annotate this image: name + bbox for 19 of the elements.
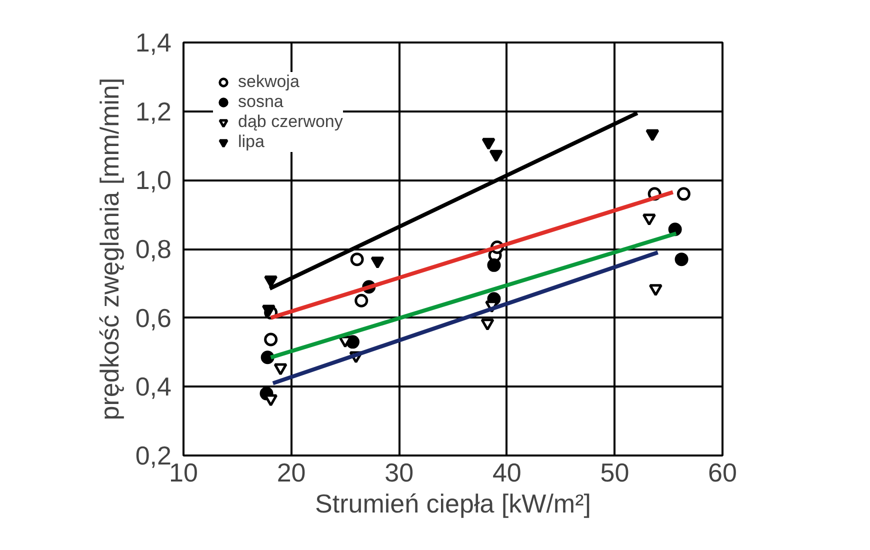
y-tick-label: 0,8 <box>135 234 172 264</box>
x-tick-label: 10 <box>169 458 198 488</box>
x-tick-label: 60 <box>708 458 737 488</box>
y-axis-title: prędkość zwęglania [mm/min] <box>94 78 124 420</box>
x-tick-label: 30 <box>384 458 414 488</box>
y-tick-label: 0,2 <box>135 440 172 470</box>
y-tick-label: 0,6 <box>135 302 172 333</box>
y-tick-label: 1,2 <box>135 96 172 126</box>
y-tick-label: 0,4 <box>135 372 172 402</box>
x-axis-title: Strumień ciepła [kW/m²] <box>315 488 591 518</box>
x-tick-label: 40 <box>492 458 522 488</box>
legend-label: sosna <box>238 92 284 112</box>
legend-label: dąb czerwony <box>238 112 343 132</box>
legend-label: lipa <box>238 132 264 152</box>
y-tick-label: 1,0 <box>135 165 172 196</box>
y-tick-label: 1,4 <box>135 28 172 58</box>
x-tick-label: 20 <box>276 458 306 488</box>
x-tick-label: 50 <box>600 458 630 488</box>
legend-label: sekwoja <box>238 72 300 92</box>
